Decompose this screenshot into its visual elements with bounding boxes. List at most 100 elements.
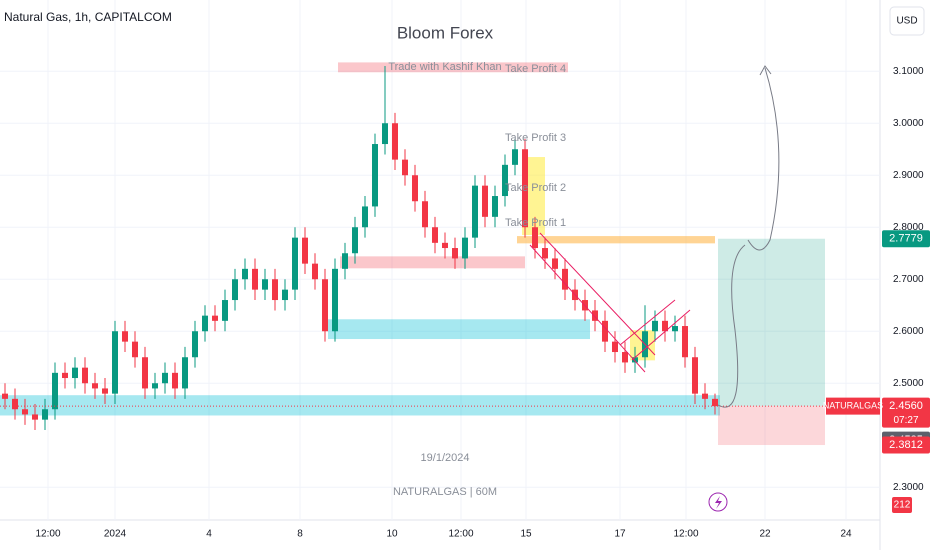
date-note: 19/1/2024 [421, 452, 470, 464]
price-label-box [882, 397, 930, 428]
take-profit: Take Profit 4 [505, 63, 566, 75]
y-tick-label: 3.1000 [893, 66, 924, 77]
candle-body [652, 320, 658, 332]
candle-body [502, 164, 508, 197]
candle-body [402, 159, 408, 176]
candle-body [562, 268, 568, 290]
candle-body [622, 352, 628, 363]
price-label-box [882, 436, 930, 454]
candle-body [262, 279, 268, 290]
zone [328, 319, 590, 340]
candle-body [72, 367, 78, 379]
candle-body [322, 279, 328, 332]
take-profit: Take Profit 2 [505, 182, 566, 194]
x-tick-label: 8 [297, 529, 303, 540]
candle-body [632, 357, 638, 363]
candle-body [92, 383, 98, 389]
candle-body [222, 300, 228, 321]
chart-title: Bloom Forex [397, 23, 494, 42]
y-tick-label: 2.5000 [893, 378, 924, 389]
candle-body [132, 341, 138, 358]
candle-body [192, 331, 198, 358]
candle-body [522, 149, 528, 228]
x-tick-label: 24 [840, 529, 852, 540]
candle-body [12, 398, 18, 410]
candle-body [182, 357, 188, 389]
candle-body [602, 320, 608, 342]
candle-body [512, 149, 518, 165]
x-tick-label: 17 [614, 529, 626, 540]
candle-body [702, 393, 708, 399]
header: Natural Gas, 1h, CAPITALCOM [4, 10, 172, 24]
candle-body [372, 144, 378, 207]
candle-body [432, 227, 438, 243]
candle-body [202, 315, 208, 332]
candle-body [22, 409, 28, 415]
candle-body [252, 268, 258, 290]
candle-body [122, 331, 128, 342]
arrow-path [717, 65, 780, 408]
candle-body [242, 268, 248, 280]
candle-body [112, 331, 118, 394]
price-label: 2.4560 [889, 400, 923, 412]
candle-body [662, 320, 668, 332]
y-tick-label: 2.8000 [893, 222, 924, 233]
candle-body [452, 248, 458, 259]
zone [340, 256, 525, 269]
price-label: 2.3812 [889, 439, 923, 451]
candle-body [172, 372, 178, 389]
candle-body [442, 242, 448, 249]
currency[interactable]: USD [896, 16, 917, 27]
candle-body [2, 393, 8, 399]
candle-body [102, 388, 108, 394]
candle-body [472, 185, 478, 238]
candle-body [212, 315, 218, 321]
candle-body [672, 326, 678, 332]
plot [0, 0, 880, 520]
candle-body [532, 227, 538, 249]
candle-body [682, 326, 688, 358]
zone [338, 62, 568, 73]
flash-icon[interactable] [708, 492, 728, 512]
candle-body [142, 357, 148, 389]
candle-body [272, 279, 278, 301]
symbol-box [826, 397, 880, 415]
x-tick-label: 22 [759, 529, 771, 540]
currency-button[interactable] [889, 6, 925, 36]
candle-body [342, 253, 348, 269]
candle-body [422, 201, 428, 228]
countdown: 07:27 [893, 415, 918, 426]
x-tick-label: 15 [520, 529, 532, 540]
x-tick-label: 4 [206, 529, 212, 540]
symbol-label: NATURALGAS [823, 400, 883, 410]
candle-body [332, 268, 338, 332]
candle-body [52, 372, 58, 410]
take-profit: Take Profit 3 [505, 132, 566, 144]
zone [718, 406, 825, 446]
candle-body [692, 357, 698, 394]
symbol-note: NATURALGAS | 60M [393, 486, 497, 498]
candle-body [352, 227, 358, 254]
candle-body [62, 372, 68, 379]
zone [0, 395, 720, 416]
watermark: Trade with Kashif Khan [388, 61, 501, 73]
volume-label-box [892, 497, 912, 513]
candle-body [162, 372, 168, 384]
candle-body [382, 123, 388, 145]
candle-body [82, 367, 88, 384]
channel [529, 232, 691, 373]
candle-body [592, 310, 598, 321]
candle-body [362, 206, 368, 228]
y-tick-label: 2.3000 [893, 482, 924, 493]
price-label-box [882, 230, 930, 248]
candle-body [232, 279, 238, 301]
y-tick-label: 2.7000 [893, 274, 924, 285]
candle-body [412, 175, 418, 202]
candle-body [482, 185, 488, 217]
x-tick-label: 12:00 [35, 529, 60, 540]
flash-icon[interactable] [715, 496, 722, 509]
candle-body [32, 414, 38, 420]
x-tick-label: 10 [386, 529, 398, 540]
